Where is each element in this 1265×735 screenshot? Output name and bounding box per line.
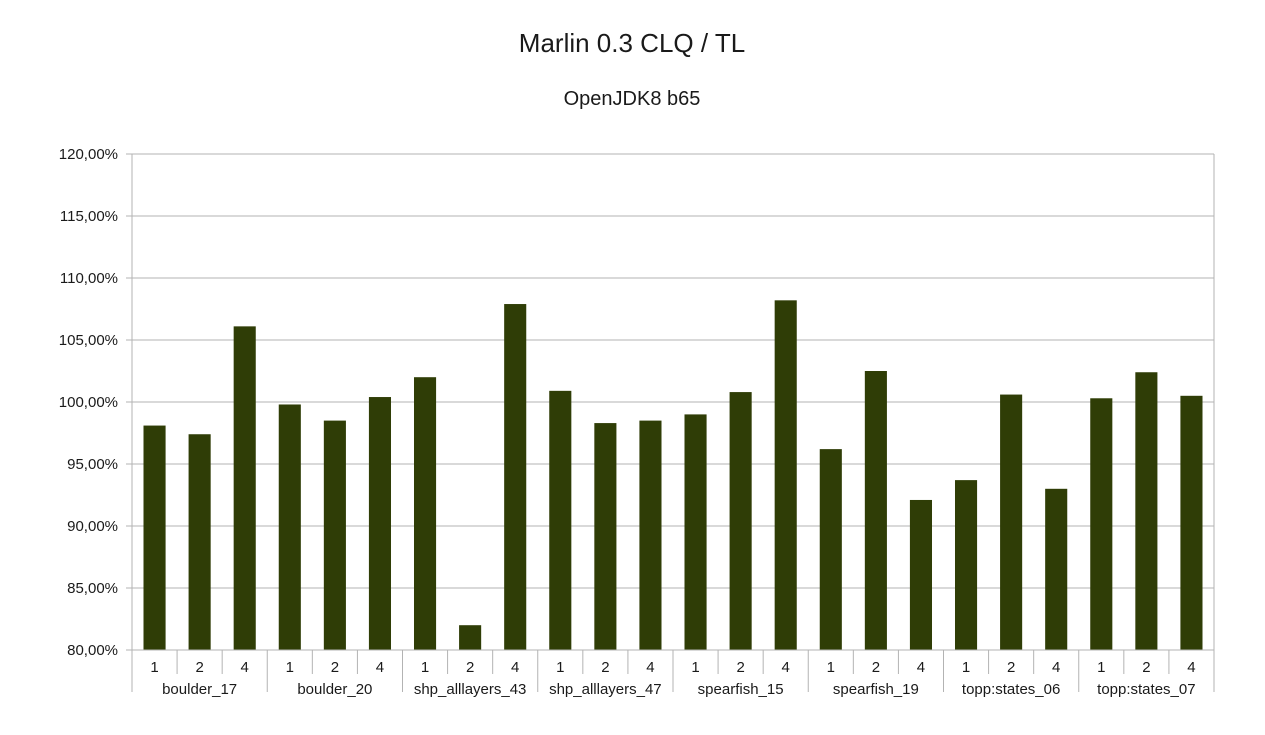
y-tick-label: 110,00% (60, 270, 118, 287)
x-tick-label: 1 (962, 659, 970, 676)
y-tick-label: 100,00% (59, 394, 118, 411)
x-tick-label: 4 (511, 659, 519, 676)
x-tick-label: 1 (150, 659, 158, 676)
y-axis-tick-labels: 80,00% 85,00% 90,00% 95,00% 100,00% 105,00% 11… (59, 146, 118, 659)
bar (909, 499, 933, 650)
bar (143, 425, 166, 650)
y-tick-label: 95,00% (67, 456, 118, 473)
y-tick-label: 80,00% (67, 642, 118, 659)
x-group-label: boulder_20 (297, 681, 372, 698)
x-tick-label: 2 (1007, 659, 1015, 676)
x-tick-label: 2 (466, 659, 474, 676)
x-group-label: spearfish_19 (833, 681, 919, 698)
x-group-label: topp:states_07 (1097, 681, 1195, 698)
bar (1090, 398, 1113, 650)
x-tick-label: 1 (1097, 659, 1105, 676)
x-tick-label: 2 (872, 659, 880, 676)
chart-title: Marlin 0.3 CLQ / TL (519, 28, 745, 58)
bar (549, 390, 572, 650)
bar (774, 300, 797, 650)
bar (729, 392, 752, 650)
bar (864, 371, 887, 650)
x-tick-label: 4 (782, 659, 790, 676)
x-tick-label: 1 (691, 659, 699, 676)
bar (188, 434, 211, 650)
x-tick-label: 2 (601, 659, 609, 676)
bar (1045, 488, 1068, 650)
x-tick-label: 1 (827, 659, 835, 676)
bar (504, 304, 527, 650)
bars (143, 300, 1203, 650)
x-tick-label: 2 (195, 659, 203, 676)
x-group-label: boulder_17 (162, 681, 237, 698)
x-group-label: shp_alllayers_43 (414, 681, 527, 698)
bar (459, 625, 482, 650)
y-tick-label: 90,00% (67, 518, 118, 535)
bar (684, 414, 707, 650)
x-tick-label: 1 (286, 659, 294, 676)
bar (1000, 394, 1023, 650)
x-group-label: spearfish_15 (698, 681, 784, 698)
bar (368, 397, 392, 650)
x-group-label: shp_alllayers_47 (549, 681, 662, 698)
x-tick-label: 2 (736, 659, 744, 676)
x-tick-label: 1 (421, 659, 429, 676)
x-tick-label: 2 (331, 659, 339, 676)
gridlines (126, 153, 1215, 651)
bar (323, 420, 346, 650)
x-tick-label: 2 (1142, 659, 1150, 676)
x-tick-label: 4 (376, 659, 384, 676)
y-tick-label: 115,00% (60, 208, 118, 225)
bar (1180, 395, 1203, 650)
bar (819, 449, 842, 650)
x-tick-label: 4 (1052, 659, 1060, 676)
bar (594, 423, 617, 650)
y-tick-label: 105,00% (59, 332, 118, 349)
bar (639, 420, 662, 650)
x-group-label: topp:states_06 (962, 681, 1060, 698)
x-tick-label: 4 (1187, 659, 1195, 676)
y-tick-label: 85,00% (67, 580, 118, 597)
x-tick-label: 4 (241, 659, 249, 676)
chart-subtitle: OpenJDK8 b65 (564, 88, 701, 110)
y-tick-label: 120,00% (59, 146, 118, 163)
x-tick-label: 4 (917, 659, 925, 676)
bar (278, 404, 301, 650)
bar (954, 480, 978, 650)
x-tick-label: 1 (556, 659, 564, 676)
bar (413, 377, 437, 650)
x-tick-label: 4 (646, 659, 654, 676)
bar (233, 326, 256, 650)
bar (1135, 372, 1158, 650)
